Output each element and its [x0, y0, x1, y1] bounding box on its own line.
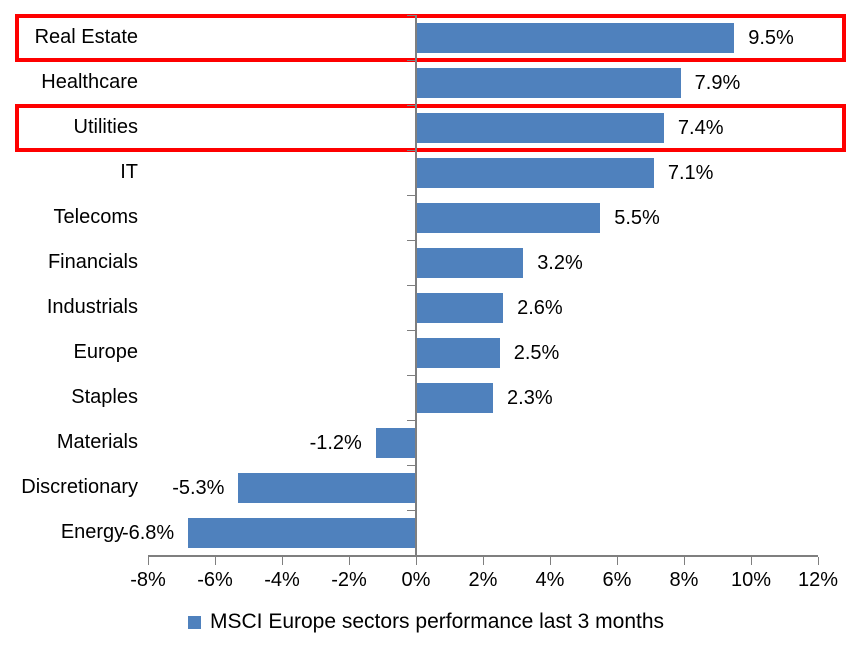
- legend: MSCI Europe sectors performance last 3 m…: [0, 610, 852, 634]
- category-label-telecoms: Telecoms: [53, 206, 138, 228]
- value-axis-line: [148, 555, 818, 557]
- category-label-europe: Europe: [73, 341, 139, 363]
- value-axis-tick: [281, 557, 283, 565]
- value-axis-tick-label: -2%: [331, 569, 367, 591]
- category-label-industrials: Industrials: [46, 296, 138, 318]
- category-label-discretionary: Discretionary: [21, 476, 138, 498]
- value-axis-tick: [817, 557, 819, 565]
- category-label-it: IT: [120, 161, 138, 183]
- bar-discretionary: [238, 473, 416, 503]
- value-axis-tick: [348, 557, 350, 565]
- category-axis-tick: [407, 420, 415, 421]
- highlight-box-real-estate: [15, 14, 846, 62]
- category-label-real-estate: Real Estate: [34, 26, 138, 48]
- bar-telecoms: [416, 203, 601, 233]
- bar-financials: [416, 248, 524, 278]
- bar-europe: [416, 338, 500, 368]
- bar-healthcare: [416, 68, 681, 98]
- bar-it: [416, 158, 654, 188]
- category-axis-tick: [407, 150, 415, 151]
- value-axis-tick-label: -4%: [264, 569, 300, 591]
- category-axis-tick: [407, 15, 415, 16]
- highlight-box-utilities: [15, 104, 846, 152]
- category-axis-tick: [407, 330, 415, 331]
- category-axis-tick: [407, 60, 415, 61]
- value-axis-tick-label: 8%: [669, 569, 699, 591]
- bar-real-estate: [416, 23, 735, 53]
- value-axis-tick-label: 4%: [535, 569, 565, 591]
- bar-utilities: [416, 113, 664, 143]
- value-axis-tick: [415, 557, 417, 565]
- data-label-staples: 2.3%: [507, 387, 553, 409]
- category-axis-tick: [407, 195, 415, 196]
- value-axis-tick: [616, 557, 618, 565]
- bar-industrials: [416, 293, 504, 323]
- value-axis-tick-label: 0%: [401, 569, 431, 591]
- category-axis-tick: [407, 240, 415, 241]
- category-label-materials: Materials: [56, 431, 138, 453]
- value-axis-tick-label: -6%: [197, 569, 233, 591]
- bar-staples: [416, 383, 494, 413]
- category-label-utilities: Utilities: [73, 116, 138, 138]
- value-axis-tick: [147, 557, 149, 565]
- value-axis-tick-label: 2%: [468, 569, 498, 591]
- value-axis-tick: [750, 557, 752, 565]
- category-axis-tick: [407, 285, 415, 286]
- value-axis-tick: [214, 557, 216, 565]
- data-label-materials: -1.2%: [309, 432, 362, 454]
- value-axis-tick: [683, 557, 685, 565]
- category-label-financials: Financials: [47, 251, 138, 273]
- data-label-industrials: 2.6%: [517, 297, 563, 319]
- value-axis-tick-label: 12%: [797, 569, 839, 591]
- value-axis-tick: [482, 557, 484, 565]
- data-label-financials: 3.2%: [537, 252, 583, 274]
- bar-materials: [375, 428, 416, 458]
- data-label-energy: -6.8%: [121, 522, 175, 544]
- data-label-discretionary: -5.3%: [172, 477, 225, 499]
- category-label-energy: Energy: [60, 521, 125, 543]
- category-axis-tick: [407, 510, 415, 511]
- category-axis-tick: [407, 105, 415, 106]
- bar-energy: [188, 518, 416, 548]
- data-label-healthcare: 7.9%: [694, 72, 741, 94]
- value-axis-tick: [549, 557, 551, 565]
- value-axis-tick-label: 6%: [602, 569, 632, 591]
- data-label-it: 7.1%: [667, 162, 714, 184]
- legend-marker-icon: [187, 615, 201, 629]
- value-axis-tick-label: -8%: [130, 569, 166, 591]
- category-axis-tick: [407, 375, 415, 376]
- legend-label: MSCI Europe sectors performance last 3 m…: [209, 610, 665, 633]
- data-label-real-estate: 9.5%: [748, 27, 794, 49]
- category-label-healthcare: Healthcare: [41, 71, 138, 93]
- category-axis-tick: [407, 465, 415, 466]
- value-axis-tick-label: 10%: [730, 569, 772, 591]
- data-label-telecoms: 5.5%: [614, 207, 660, 229]
- category-label-staples: Staples: [71, 386, 138, 408]
- category-axis-line: [415, 15, 417, 557]
- data-label-europe: 2.5%: [513, 342, 560, 364]
- data-label-utilities: 7.4%: [677, 117, 724, 139]
